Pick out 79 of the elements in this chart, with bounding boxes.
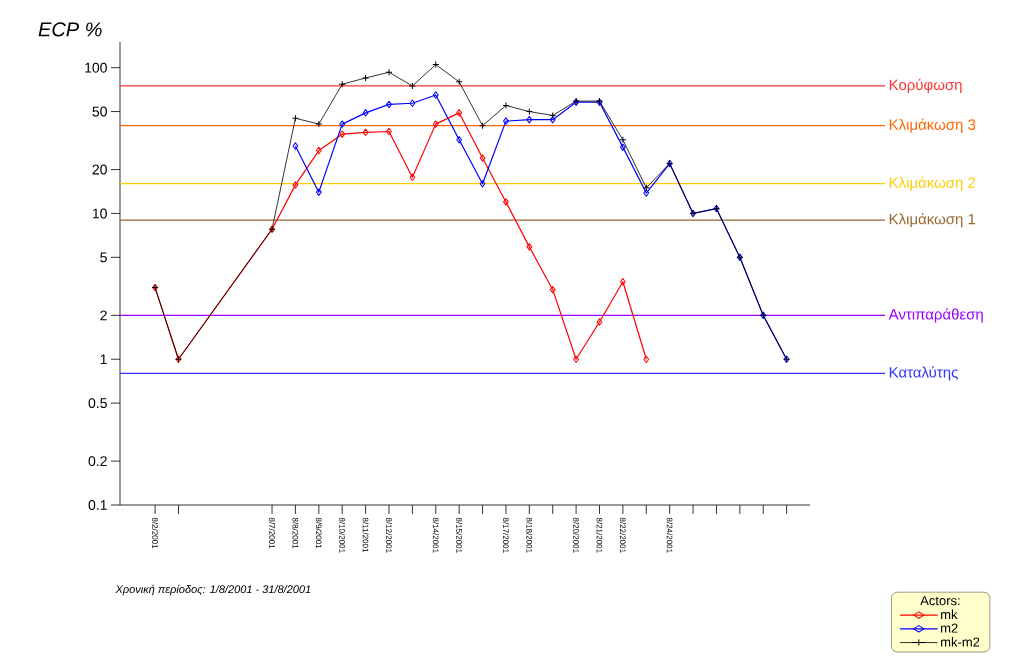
y-tick-label: 5	[100, 252, 107, 263]
legend-label: mk	[941, 609, 958, 620]
point	[643, 189, 650, 197]
legend-label: mk-m2	[941, 637, 980, 647]
point	[455, 78, 463, 86]
y-tick-label: 0.1	[88, 500, 107, 510]
y-tick-label: 1	[100, 354, 107, 365]
point	[596, 318, 603, 326]
y-tick-label: 50	[92, 106, 107, 117]
point	[292, 181, 299, 189]
point	[456, 109, 463, 117]
point	[291, 114, 299, 122]
point	[619, 136, 627, 144]
x-tick-label: 8/17/2001	[503, 517, 509, 553]
x-tick-label: 8/2/2001	[152, 517, 159, 549]
point	[432, 91, 439, 99]
point	[315, 188, 322, 196]
point	[503, 117, 509, 125]
point	[502, 102, 510, 110]
x-tick-label: 8/8/2001	[292, 517, 299, 549]
point	[479, 122, 487, 130]
y-tick-label: 10	[92, 208, 107, 219]
point	[503, 198, 509, 206]
point	[385, 68, 393, 76]
point	[339, 120, 346, 128]
point	[339, 130, 346, 138]
point	[409, 99, 416, 107]
point	[408, 82, 416, 90]
point	[456, 136, 463, 144]
point	[292, 142, 299, 150]
ref-line-label: Κλιμάκωση 1	[889, 212, 976, 228]
point	[642, 184, 650, 192]
ref-line-label: Καταλύτης	[889, 366, 958, 381]
point	[619, 143, 626, 151]
point	[362, 109, 369, 117]
x-tick-label: 8/7/2001	[269, 517, 275, 549]
point	[643, 355, 650, 363]
point	[479, 180, 486, 188]
legend-title: Actors:	[920, 596, 960, 606]
x-tick-label: 8/22/2001	[619, 517, 626, 553]
y-tick-label: 100	[85, 62, 107, 73]
point	[432, 120, 439, 128]
x-tick-label: 8/14/2001	[432, 517, 439, 553]
legend-label: m2	[941, 623, 958, 633]
x-tick-label: 8/21/2001	[596, 517, 603, 553]
point	[315, 120, 323, 128]
point	[479, 154, 486, 162]
ref-line-label: Κλιμάκωση 2	[889, 176, 976, 191]
point	[526, 115, 533, 124]
x-tick-label: 8/12/2001	[386, 517, 392, 553]
point	[409, 173, 416, 182]
point	[549, 115, 556, 124]
point	[338, 80, 346, 88]
text: Χρονική περίοδος: 1/8/2001 - 31/8/2001	[115, 584, 311, 596]
x-tick-label: 8/18/2001	[526, 517, 533, 553]
x-tick-label: 8/10/2001	[339, 517, 346, 553]
y-axis-title: ECP %	[38, 22, 102, 37]
x-tick-label: 8/15/2001	[456, 517, 463, 553]
ref-line-label: Αντιπαράθεση	[888, 308, 983, 323]
x-tick-label: 8/9/2001	[315, 517, 322, 549]
point	[432, 61, 440, 69]
ref-line-label: Κορύφωση	[889, 78, 962, 94]
y-tick-label: 20	[92, 164, 107, 175]
y-tick-label: 0.2	[88, 456, 107, 467]
x-tick-label: 8/24/2001	[666, 517, 673, 553]
x-tick-label: 8/20/2001	[573, 517, 580, 553]
point	[362, 128, 369, 137]
ref-line-label: Κλιμάκωση 3	[889, 118, 976, 133]
point	[526, 243, 533, 251]
x-tick-label: 8/11/2001	[362, 517, 369, 553]
y-tick-label: 0.5	[88, 398, 107, 409]
point	[573, 355, 580, 363]
point	[619, 278, 626, 286]
y-tick-label: 2	[100, 310, 107, 321]
point	[549, 285, 556, 294]
point	[525, 108, 533, 116]
point	[362, 74, 370, 82]
point	[549, 111, 557, 119]
point	[315, 146, 322, 155]
